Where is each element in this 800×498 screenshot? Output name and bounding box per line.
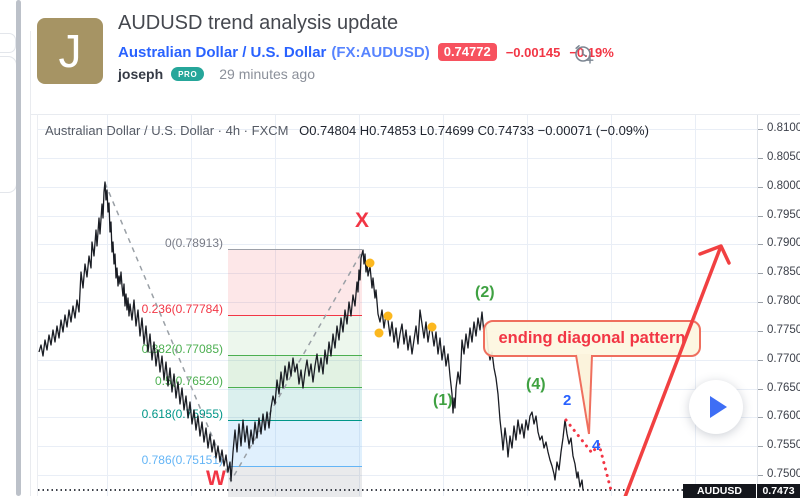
h-gridline xyxy=(38,446,757,447)
author-name[interactable]: joseph xyxy=(118,66,164,82)
h-gridline xyxy=(38,273,757,274)
wave-label-4: (4) xyxy=(526,376,546,393)
symbol-link[interactable]: Australian Dollar / U.S. Dollar xyxy=(118,43,327,61)
symbol-row: Australian Dollar / U.S. Dollar (FX:AUDU… xyxy=(118,43,614,61)
avatar[interactable]: J xyxy=(37,18,103,84)
fib-level-label: 0.786(0.75151) xyxy=(141,453,223,467)
price-axis-label: 0.8100 xyxy=(767,122,800,134)
left-feed-card-edge xyxy=(0,56,17,193)
callout-ending-diagonal[interactable]: ending diagonal pattern xyxy=(483,320,701,357)
fib-level-line xyxy=(228,466,362,467)
axis-tick-mark xyxy=(758,417,763,418)
price-axis-label: 0.7750 xyxy=(767,324,800,336)
axis-tick-mark xyxy=(758,158,763,159)
current-price-axis-badge: 0.7473 xyxy=(757,484,800,498)
fib-level-label: 0.236(0.77784) xyxy=(141,302,223,316)
add-alert-icon[interactable] xyxy=(572,42,596,68)
fib-band xyxy=(228,355,362,387)
fib-level-label: 0.618(0.75955) xyxy=(141,407,223,421)
price-axis-label: 0.7900 xyxy=(767,237,800,249)
axis-tick-mark xyxy=(758,475,763,476)
panel-divider xyxy=(30,31,31,496)
axis-tick-mark xyxy=(758,129,763,130)
h-gridline xyxy=(38,475,757,476)
h-gridline xyxy=(38,360,757,361)
axis-tick-mark xyxy=(758,302,763,303)
play-button[interactable] xyxy=(689,380,743,434)
fib-level-line xyxy=(228,420,362,421)
publish-time: 29 minutes ago xyxy=(219,66,315,82)
price-badge: 0.74772 xyxy=(437,43,497,61)
h-gridline xyxy=(38,216,757,217)
legend-ohlc: O0.74804 H0.74853 L0.74699 C0.74733 −0.0… xyxy=(299,123,649,138)
h-gridline xyxy=(38,129,757,130)
axis-tick-mark xyxy=(758,446,763,447)
price-axis-label: 0.7600 xyxy=(767,410,800,422)
legend-symbol: Australian Dollar / U.S. Dollar · 4h · F… xyxy=(45,123,289,138)
wave-label-2: (2) xyxy=(475,284,495,301)
axis-tick-mark xyxy=(758,244,763,245)
price-axis-label: 0.7650 xyxy=(767,382,800,394)
price-axis-label: 0.7700 xyxy=(767,353,800,365)
chart-legend[interactable]: Australian Dollar / U.S. Dollar · 4h · F… xyxy=(45,123,649,138)
price-axis[interactable]: 0.8100 0.8050 0.8000 0.7950 0.7900 0.7850 0.78… xyxy=(757,115,800,496)
vertical-scrollbar[interactable] xyxy=(16,0,21,496)
h-gridline xyxy=(38,158,757,159)
wave-label-4: 4 xyxy=(592,437,601,454)
fib-band xyxy=(228,466,362,497)
axis-tick-mark xyxy=(758,389,763,390)
v-gridline xyxy=(443,115,444,496)
fib-level-line xyxy=(228,249,362,250)
axis-tick-mark xyxy=(758,331,763,332)
idea-title: AUDUSD trend analysis update xyxy=(118,12,399,34)
symbol-ticker[interactable]: (FX:AUDUSD) xyxy=(331,43,430,61)
author-row: joseph PRO 29 minutes ago xyxy=(118,66,315,82)
fib-band xyxy=(228,315,362,355)
wave-label-2: 2 xyxy=(563,392,572,409)
axis-tick-mark xyxy=(758,273,763,274)
fib-band xyxy=(228,249,362,315)
left-feed-card-edge xyxy=(0,33,16,53)
price-axis-label: 0.7500 xyxy=(767,468,800,480)
price-axis-label: 0.8050 xyxy=(767,151,800,163)
fib-band xyxy=(228,387,362,420)
axis-tick-mark xyxy=(758,187,763,188)
h-gridline xyxy=(38,187,757,188)
fib-level-line xyxy=(228,355,362,356)
wave-label-W: W xyxy=(206,467,226,490)
v-gridline xyxy=(695,115,696,496)
wave-label-X: X xyxy=(355,209,370,232)
chart-border xyxy=(31,114,800,115)
price-axis-label: 0.7550 xyxy=(767,439,800,451)
chart-border xyxy=(37,114,38,496)
fib-level-line xyxy=(228,315,362,316)
v-gridline xyxy=(611,115,612,496)
price-axis-label: 0.7850 xyxy=(767,266,800,278)
play-icon xyxy=(710,396,727,418)
price-axis-label: 0.7950 xyxy=(767,209,800,221)
fib-level-label: 0.5(0.76520) xyxy=(154,374,223,388)
v-gridline xyxy=(527,115,528,496)
wave-label-1: (1) xyxy=(433,392,453,409)
fib-level-label: 0.382(0.77085) xyxy=(141,342,223,356)
price-axis-label: 0.8000 xyxy=(767,180,800,192)
h-gridline xyxy=(38,389,757,390)
axis-tick-mark xyxy=(758,360,763,361)
symbol-badge: AUDUSD xyxy=(683,484,756,498)
price-change-abs: −0.00145 xyxy=(505,44,561,60)
current-price-line xyxy=(38,489,683,491)
fib-level-line xyxy=(228,387,362,388)
axis-tick-mark xyxy=(758,216,763,217)
pro-badge: PRO xyxy=(171,67,205,81)
fib-band xyxy=(228,420,362,466)
price-axis-label: 0.7800 xyxy=(767,295,800,307)
fib-level-label: 0(0.78913) xyxy=(164,236,223,250)
